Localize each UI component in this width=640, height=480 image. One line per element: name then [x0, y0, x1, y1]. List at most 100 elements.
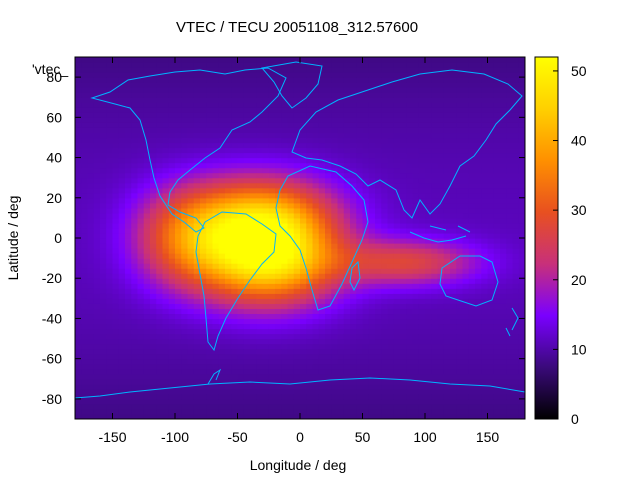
- heatmap-cell: [181, 278, 189, 284]
- heatmap-cell: [87, 308, 95, 315]
- heatmap-cell: [437, 82, 445, 88]
- heatmap-cell: [137, 62, 145, 68]
- heatmap-cell: [431, 318, 439, 325]
- heatmap-cell: [87, 92, 95, 98]
- heatmap-cell: [393, 147, 401, 154]
- heatmap-cell: [393, 408, 401, 415]
- heatmap-cell: [500, 122, 507, 128]
- heatmap-cell: [487, 152, 495, 159]
- heatmap-cell: [393, 248, 401, 254]
- heatmap-cell: [175, 273, 182, 279]
- heatmap-cell: [193, 137, 201, 144]
- heatmap-cell: [93, 232, 101, 239]
- heatmap-cell: [393, 127, 401, 134]
- heatmap-cell: [500, 222, 507, 229]
- heatmap-cell: [493, 182, 501, 189]
- heatmap-cell: [387, 258, 395, 264]
- heatmap-cell: [487, 353, 495, 360]
- heatmap-cell: [418, 227, 426, 234]
- heatmap-cell: [400, 328, 407, 335]
- heatmap-cell: [500, 67, 507, 73]
- heatmap-cell: [187, 197, 195, 204]
- heatmap-cell: [168, 403, 176, 410]
- heatmap-cell: [287, 373, 295, 380]
- heatmap-cell: [162, 398, 170, 405]
- heatmap-cell: [81, 157, 89, 164]
- heatmap-cell: [162, 147, 170, 154]
- heatmap-cell: [112, 348, 120, 355]
- heatmap-cell: [475, 217, 482, 224]
- heatmap-cell: [462, 72, 470, 78]
- heatmap-cell: [175, 343, 182, 350]
- heatmap-cell: [281, 97, 289, 103]
- heatmap-cell: [143, 373, 151, 380]
- heatmap-cell: [131, 368, 139, 375]
- heatmap-cell: [262, 162, 270, 169]
- heatmap-cell: [356, 258, 364, 264]
- heatmap-cell: [343, 112, 351, 118]
- heatmap-cell: [306, 383, 314, 390]
- heatmap-cell: [318, 258, 326, 264]
- heatmap-cell: [437, 157, 445, 164]
- heatmap-cell: [156, 403, 164, 410]
- heatmap-cell: [225, 318, 232, 325]
- heatmap-cell: [256, 162, 264, 169]
- heatmap-cell: [287, 222, 295, 229]
- heatmap-cell: [112, 263, 120, 269]
- heatmap-cell: [137, 298, 145, 304]
- heatmap-cell: [500, 333, 507, 340]
- heatmap-cell: [212, 227, 220, 234]
- heatmap-cell: [493, 222, 501, 229]
- heatmap-cell: [287, 152, 295, 159]
- heatmap-cell: [362, 122, 370, 128]
- heatmap-cell: [337, 162, 345, 169]
- heatmap-cell: [93, 137, 101, 144]
- heatmap-cell: [225, 323, 232, 330]
- heatmap-cell: [137, 358, 145, 365]
- heatmap-cell: [175, 288, 182, 294]
- heatmap-cell: [381, 393, 389, 400]
- heatmap-cell: [268, 408, 276, 415]
- heatmap-cell: [387, 217, 395, 224]
- heatmap-cell: [387, 212, 395, 219]
- heatmap-cell: [450, 303, 457, 309]
- heatmap-cell: [325, 388, 332, 395]
- heatmap-cell: [243, 117, 251, 123]
- heatmap-cell: [87, 328, 95, 335]
- heatmap-cell: [287, 328, 295, 335]
- heatmap-cell: [500, 212, 507, 219]
- heatmap-cell: [300, 268, 307, 274]
- heatmap-cell: [125, 283, 132, 289]
- heatmap-cell: [425, 333, 432, 340]
- heatmap-cell: [112, 147, 120, 154]
- heatmap-cell: [218, 403, 226, 410]
- heatmap-cell: [487, 67, 495, 73]
- heatmap-cell: [356, 202, 364, 209]
- heatmap-cell: [125, 232, 132, 239]
- heatmap-cell: [356, 102, 364, 108]
- heatmap-cell: [212, 253, 220, 259]
- heatmap-cell: [325, 373, 332, 380]
- heatmap-cell: [143, 398, 151, 405]
- heatmap-cell: [87, 278, 95, 284]
- heatmap-cell: [431, 373, 439, 380]
- heatmap-cell: [418, 222, 426, 229]
- heatmap-cell: [443, 77, 451, 83]
- heatmap-cell: [75, 368, 82, 375]
- heatmap-cell: [468, 403, 476, 410]
- heatmap-cell: [125, 308, 132, 315]
- heatmap-cell: [418, 172, 426, 179]
- heatmap-cell: [218, 147, 226, 154]
- heatmap-cell: [437, 293, 445, 299]
- heatmap-cell: [112, 82, 120, 88]
- heatmap-cell: [487, 333, 495, 340]
- heatmap-cell: [168, 288, 176, 294]
- heatmap-cell: [325, 248, 332, 254]
- heatmap-cell: [131, 197, 139, 204]
- heatmap-cell: [212, 303, 220, 309]
- heatmap-cell: [475, 127, 482, 134]
- heatmap-cell: [493, 97, 501, 103]
- heatmap-cell: [275, 132, 282, 139]
- heatmap-cell: [281, 147, 289, 154]
- heatmap-cell: [275, 102, 282, 108]
